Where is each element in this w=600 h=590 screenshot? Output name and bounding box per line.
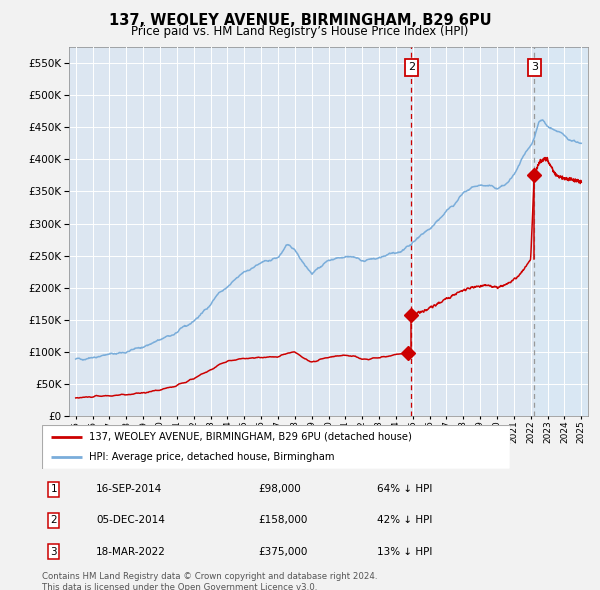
Text: 2: 2	[408, 63, 415, 73]
Bar	[534, 47, 588, 416]
Text: 42% ↓ HPI: 42% ↓ HPI	[377, 516, 432, 525]
Text: 16-SEP-2014: 16-SEP-2014	[96, 484, 162, 494]
Text: 2: 2	[50, 516, 57, 525]
Text: Price paid vs. HM Land Registry’s House Price Index (HPI): Price paid vs. HM Land Registry’s House …	[131, 25, 469, 38]
Text: 3: 3	[531, 63, 538, 73]
Text: 18-MAR-2022: 18-MAR-2022	[96, 546, 166, 556]
Text: Contains HM Land Registry data © Crown copyright and database right 2024.
This d: Contains HM Land Registry data © Crown c…	[42, 572, 377, 590]
Text: 137, WEOLEY AVENUE, BIRMINGHAM, B29 6PU: 137, WEOLEY AVENUE, BIRMINGHAM, B29 6PU	[109, 13, 491, 28]
Text: 64% ↓ HPI: 64% ↓ HPI	[377, 484, 432, 494]
Text: HPI: Average price, detached house, Birmingham: HPI: Average price, detached house, Birm…	[89, 452, 334, 462]
Text: 3: 3	[50, 546, 57, 556]
Text: 137, WEOLEY AVENUE, BIRMINGHAM, B29 6PU (detached house): 137, WEOLEY AVENUE, BIRMINGHAM, B29 6PU …	[89, 432, 412, 442]
Text: £158,000: £158,000	[258, 516, 307, 525]
Text: 05-DEC-2014: 05-DEC-2014	[96, 516, 165, 525]
Text: £375,000: £375,000	[258, 546, 307, 556]
Text: 13% ↓ HPI: 13% ↓ HPI	[377, 546, 432, 556]
Text: £98,000: £98,000	[258, 484, 301, 494]
Text: 1: 1	[50, 484, 57, 494]
